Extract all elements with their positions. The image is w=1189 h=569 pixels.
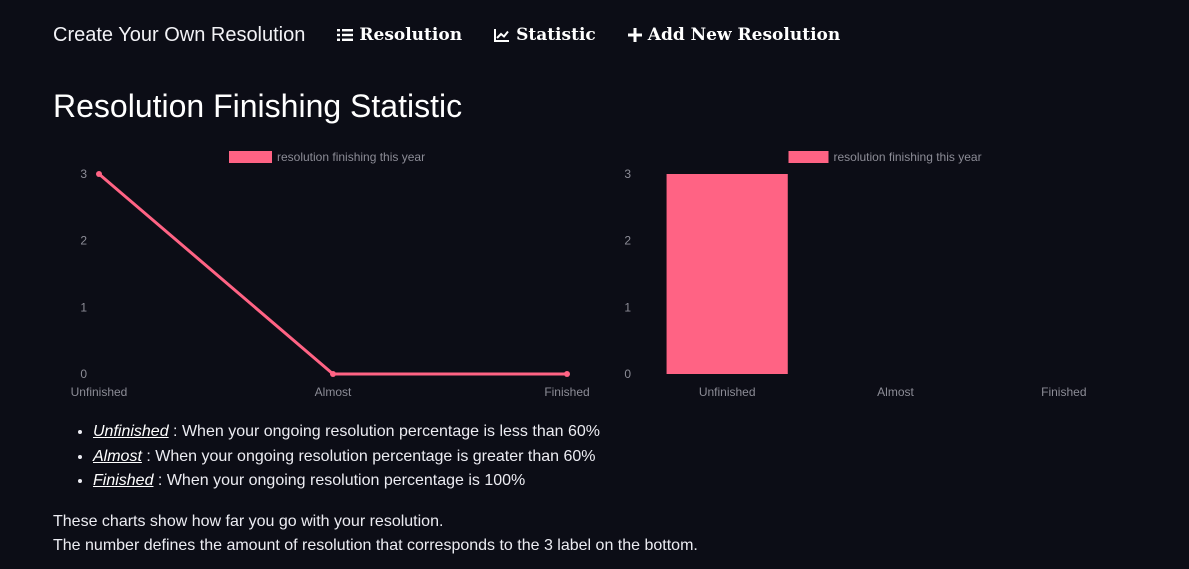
legend-swatch: [788, 151, 829, 163]
definition-term: Almost: [93, 447, 142, 465]
navbar: Create Your Own Resolution Resolution St…: [53, 0, 872, 70]
definition-item: Unfinished : When your ongoing resolutio…: [93, 420, 600, 445]
data-point: [96, 171, 102, 177]
bar-chart: resolution finishing this year 0 1 2 3 Unfini…: [610, 140, 1155, 410]
nav-link-add-resolution-label: Add New Resolution: [647, 25, 841, 45]
chart-line-icon: [494, 28, 510, 42]
x-tick-label: Finished: [1041, 385, 1086, 399]
nav-link-statistic-label: Statistic: [516, 25, 596, 45]
page-title: Resolution Finishing Statistic: [53, 88, 463, 124]
y-tick-label: 3: [80, 167, 87, 181]
nav-link-statistic[interactable]: Statistic: [494, 25, 596, 45]
definition-text: : When your ongoing resolution percentag…: [168, 423, 600, 440]
data-point: [330, 371, 336, 377]
x-tick-label: Almost: [877, 385, 914, 399]
x-tick-label: Almost: [315, 385, 352, 399]
data-bar: [666, 174, 788, 374]
note-line: These charts show how far you go with yo…: [53, 513, 444, 530]
definition-item: Finished : When your ongoing resolution …: [93, 469, 600, 494]
legend-swatch: [229, 151, 272, 163]
definitions-list: Unfinished : When your ongoing resolutio…: [53, 420, 600, 494]
chart-legend: resolution finishing this year: [788, 150, 982, 164]
nav-link-add-resolution[interactable]: Add New Resolution: [627, 25, 841, 45]
definition-text: : When your ongoing resolution percentag…: [141, 447, 596, 465]
definition-item: Almost : When your ongoing resolution pe…: [93, 445, 600, 470]
bar-chart-svg: resolution finishing this year 0 1 2 3 Unfini…: [624, 150, 1086, 399]
note-line: The number defines the amount of resolut…: [53, 537, 698, 554]
y-tick-label: 2: [624, 234, 631, 248]
x-tick-label: Unfinished: [699, 385, 756, 399]
data-point: [564, 371, 570, 377]
legend-label: resolution finishing this year: [277, 150, 425, 164]
list-icon: [337, 28, 354, 42]
y-tick-label: 1: [624, 300, 631, 314]
nav-link-resolution-label: Resolution: [359, 25, 463, 45]
notes: These charts show how far you go with yo…: [53, 510, 698, 558]
chart-legend: resolution finishing this year: [229, 150, 425, 164]
x-tick-label: Unfinished: [71, 385, 128, 399]
legend-label: resolution finishing this year: [834, 150, 982, 164]
plus-icon: [627, 28, 642, 42]
line-chart: resolution finishing this year 0 1 2 3 Unfini…: [53, 140, 598, 410]
y-tick-label: 3: [624, 167, 631, 181]
x-tick-label: Finished: [544, 385, 589, 399]
brand-title[interactable]: Create Your Own Resolution: [53, 23, 306, 46]
definition-term: Unfinished: [93, 423, 169, 440]
series-line: [98, 172, 567, 376]
y-tick-label: 0: [624, 367, 631, 381]
line-chart-svg: resolution finishing this year 0 1 2 3 Unfini…: [71, 150, 590, 399]
y-tick-label: 2: [80, 234, 87, 248]
nav-link-resolution[interactable]: Resolution: [337, 25, 462, 45]
y-tick-label: 0: [80, 367, 87, 381]
definition-text: : When your ongoing resolution percentag…: [153, 472, 526, 489]
definition-term: Finished: [93, 472, 154, 489]
y-tick-label: 1: [80, 300, 87, 314]
